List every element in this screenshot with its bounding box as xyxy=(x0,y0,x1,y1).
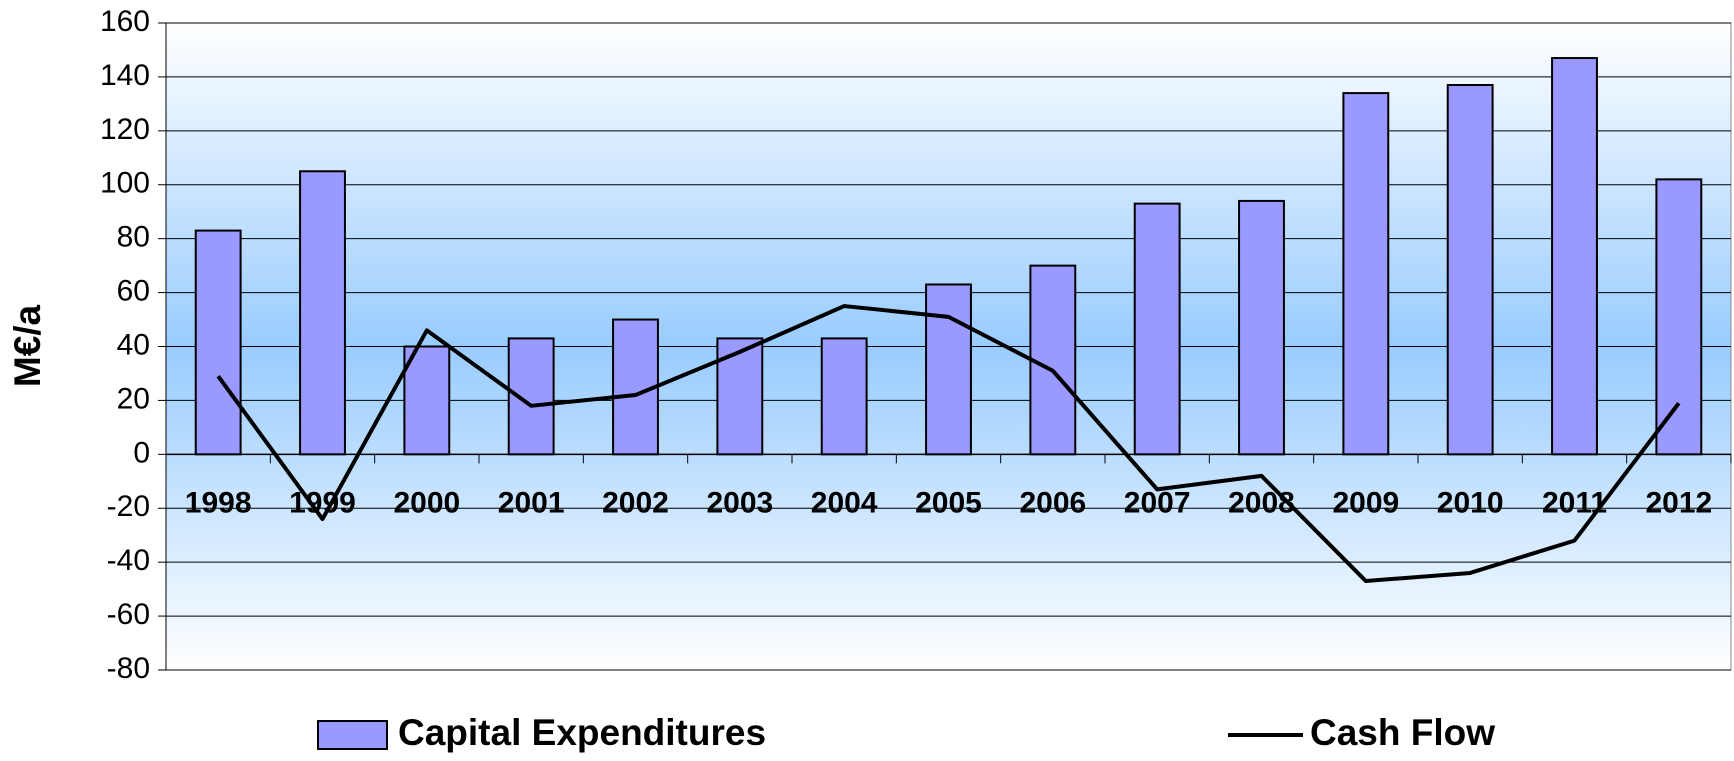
bar xyxy=(925,283,972,456)
x-tick-label: 2012 xyxy=(1645,486,1712,519)
x-tick-label: 2006 xyxy=(1019,486,1086,519)
bar xyxy=(1655,178,1703,456)
bar xyxy=(1238,199,1285,456)
bar xyxy=(1342,92,1390,456)
x-tick-label: 2004 xyxy=(811,486,878,519)
x-tick-label: 2008 xyxy=(1228,486,1295,519)
x-tick-label: 1998 xyxy=(185,486,252,519)
bar xyxy=(299,170,346,456)
legend-swatch xyxy=(317,720,388,750)
x-tick-label: 2001 xyxy=(498,486,565,519)
y-tick-label: 120 xyxy=(100,113,150,146)
line xyxy=(216,304,1681,584)
y-tick-label: -60 xyxy=(107,598,150,631)
x-tick-label: 2011 xyxy=(1542,486,1607,519)
y-tick-label: -80 xyxy=(107,652,150,685)
y-tick-label: 60 xyxy=(117,275,150,308)
y-tick-label: -20 xyxy=(107,490,150,523)
y-tick-label: 100 xyxy=(100,167,150,200)
bar xyxy=(820,337,868,456)
y-axis-label: M€/a xyxy=(7,304,48,387)
bar xyxy=(1551,57,1598,456)
y-tick-label: 40 xyxy=(117,328,150,361)
bar xyxy=(716,337,764,456)
y-tick-label: 140 xyxy=(100,59,150,92)
legend-label: Capital Expenditures xyxy=(398,712,766,753)
x-tick-label: 2005 xyxy=(915,486,982,519)
x-tick-label: 2000 xyxy=(393,486,460,519)
x-tick-label: 2003 xyxy=(706,486,773,519)
x-tick-label: 2007 xyxy=(1124,486,1191,519)
y-tick-label: 20 xyxy=(117,382,150,415)
x-tick-label: 2009 xyxy=(1332,486,1399,519)
y-tick-label: -40 xyxy=(107,544,150,577)
bar xyxy=(1133,202,1181,456)
x-tick-label: 1999 xyxy=(289,486,356,519)
legend-label: Cash Flow xyxy=(1310,712,1495,753)
bar xyxy=(403,345,451,456)
bar xyxy=(1446,84,1494,456)
x-tick-label: 2002 xyxy=(602,486,669,519)
y-tick-label: 80 xyxy=(117,221,150,254)
x-tick-label: 2010 xyxy=(1437,486,1504,519)
y-tick-label: 0 xyxy=(133,436,150,469)
bar xyxy=(194,229,242,456)
bar xyxy=(1029,264,1077,456)
y-tick-label: 160 xyxy=(100,5,150,38)
